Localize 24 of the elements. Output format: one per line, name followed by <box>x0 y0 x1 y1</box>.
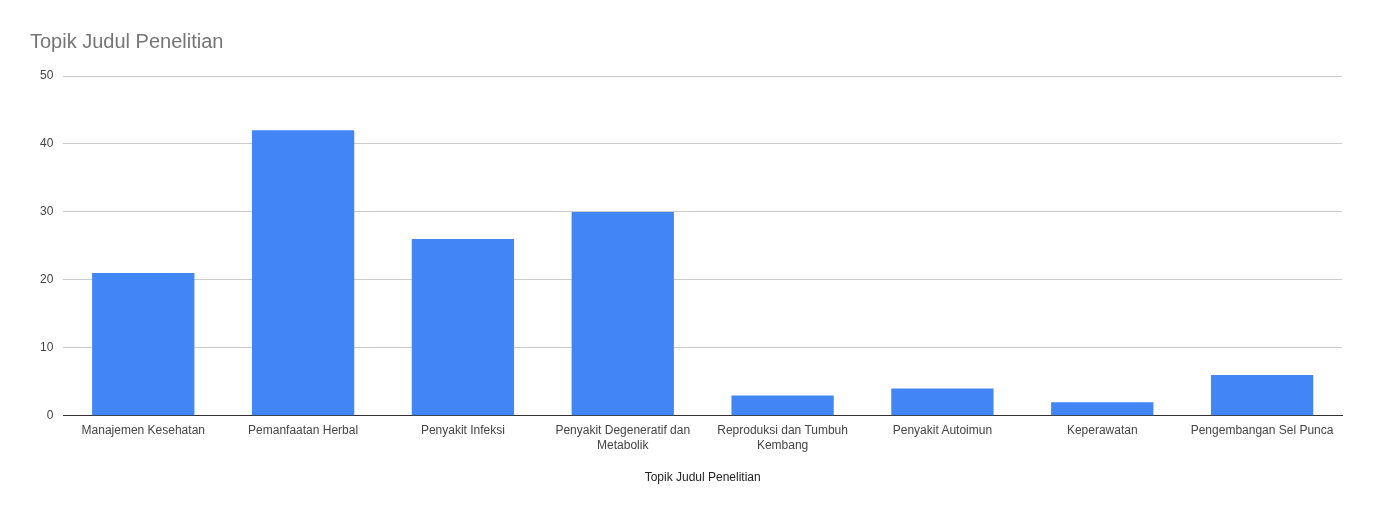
y-tick-label: 30 <box>39 204 54 219</box>
y-tick-label: 50 <box>39 68 54 83</box>
bar <box>731 395 834 416</box>
y-tick-label: 0 <box>46 408 54 423</box>
x-tick-label: Pemanfaatan Herbal <box>248 423 359 438</box>
bar <box>1210 375 1314 416</box>
x-tick-label: Penyakit Infeksi <box>420 423 505 438</box>
bar <box>411 239 515 416</box>
chart-title: Topik Judul Penelitian <box>30 29 224 52</box>
x-tick-label: Penyakit Autoimun <box>892 423 993 438</box>
x-tick-label: Penyakit Degeneratif dan Metabolik <box>555 423 691 452</box>
bar <box>92 273 195 416</box>
bar <box>251 130 355 416</box>
x-axis-title: Topik Judul Penelitian <box>644 470 761 485</box>
bar <box>891 388 994 416</box>
y-tick-label: 40 <box>39 136 54 151</box>
y-tick-label: 10 <box>39 340 54 355</box>
x-tick-label: Pengembangan Sel Punca <box>1190 423 1334 438</box>
bar <box>1051 402 1154 416</box>
y-tick-label: 20 <box>39 272 54 287</box>
x-tick-label: Keperawatan <box>1066 423 1138 438</box>
bar <box>571 211 674 416</box>
x-tick-label: Reproduksi dan Tumbuh Kembang <box>717 423 848 452</box>
x-tick-label: Manajemen Kesehatan <box>81 423 205 438</box>
